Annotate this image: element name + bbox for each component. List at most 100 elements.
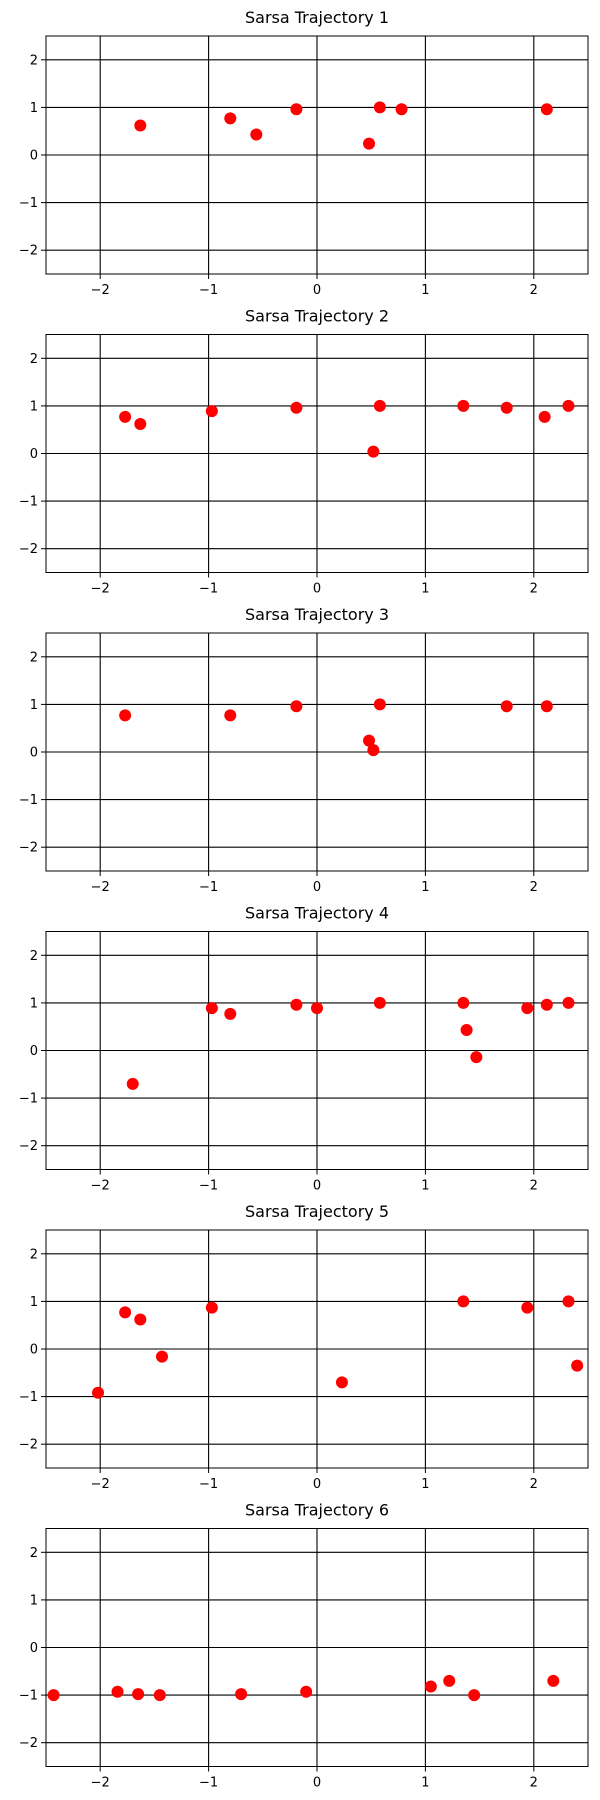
- data-point: [290, 700, 303, 713]
- x-tick-label: 1: [421, 283, 429, 298]
- data-point: [311, 1002, 323, 1015]
- y-tick-label: 2: [30, 1247, 38, 1262]
- y-tick-label: 1: [30, 101, 38, 116]
- data-point: [47, 1689, 60, 1702]
- data-point: [126, 1077, 139, 1090]
- x-tick-label: −2: [91, 283, 110, 298]
- data-point: [224, 1007, 237, 1020]
- x-tick-label: −2: [91, 1776, 110, 1791]
- data-point: [300, 1685, 313, 1698]
- y-tick-label: 0: [30, 1641, 38, 1656]
- y-tick-label: 2: [30, 1546, 38, 1561]
- data-point: [373, 101, 386, 114]
- chart-title: Sarsa Trajectory 6: [245, 1501, 389, 1520]
- data-point: [468, 1689, 481, 1702]
- x-tick-label: 2: [530, 1477, 538, 1492]
- chart-title: Sarsa Trajectory 2: [245, 307, 389, 326]
- y-tick-label: 0: [30, 746, 38, 761]
- x-tick-label: 2: [530, 582, 538, 597]
- data-point: [373, 399, 386, 412]
- data-point: [373, 698, 386, 711]
- x-tick-label: −2: [91, 1179, 110, 1194]
- data-point: [571, 1359, 584, 1372]
- x-tick-label: −1: [199, 880, 218, 895]
- chart-6: Sarsa Trajectory 6 −2 −1 0 1 2 −2 −1 0 1 2: [19, 1501, 589, 1791]
- chart-title: Sarsa Trajectory 3: [245, 605, 389, 624]
- data-point: [205, 405, 218, 418]
- data-point: [367, 445, 380, 458]
- x-tick-label: −1: [199, 1179, 218, 1194]
- data-point: [235, 1688, 248, 1701]
- y-tick-label: −1: [19, 495, 38, 510]
- data-point: [457, 399, 470, 412]
- y-tick-label: 0: [30, 1343, 38, 1358]
- data-point: [443, 1674, 456, 1687]
- y-tick-label: 0: [30, 149, 38, 164]
- data-point: [290, 401, 303, 414]
- x-tick-label: −1: [199, 1477, 218, 1492]
- data-point: [521, 1002, 534, 1015]
- data-point: [470, 1051, 483, 1064]
- y-tick-label: 1: [30, 399, 38, 414]
- chart-3: Sarsa Trajectory 3 −2 −1 0 1 2 −2 −1 0 1 2: [19, 605, 589, 895]
- y-tick-label: −2: [19, 1139, 38, 1154]
- y-tick-label: 1: [30, 996, 38, 1011]
- y-tick-label: 2: [30, 53, 38, 68]
- y-tick-label: −2: [19, 542, 38, 557]
- data-point: [373, 996, 386, 1009]
- x-tick-label: 0: [313, 582, 321, 597]
- x-tick-label: 0: [313, 283, 321, 298]
- x-tick-label: 1: [421, 1477, 429, 1492]
- x-tick-label: 2: [530, 880, 538, 895]
- data-point: [224, 709, 237, 722]
- chart-2: Sarsa Trajectory 2 −2 −1 0 1 2 −2 −1 0 1 2: [19, 307, 589, 597]
- data-point: [460, 1024, 473, 1037]
- chart-5: Sarsa Trajectory 5 −2 −1 0 1 2 −2 −1 0 1 2: [19, 1202, 589, 1492]
- data-point: [367, 744, 380, 757]
- data-point: [540, 998, 553, 1011]
- data-point: [335, 1376, 348, 1389]
- x-tick-label: −1: [199, 283, 218, 298]
- data-point: [521, 1301, 534, 1314]
- data-point: [363, 137, 376, 150]
- y-tick-label: 1: [30, 698, 38, 713]
- y-tick-label: 1: [30, 1593, 38, 1608]
- data-point: [538, 410, 551, 423]
- y-tick-label: 1: [30, 1295, 38, 1310]
- x-tick-label: 2: [530, 1179, 538, 1194]
- chart-title: Sarsa Trajectory 5: [245, 1202, 389, 1221]
- data-point: [562, 1295, 575, 1308]
- data-point: [457, 1295, 470, 1308]
- data-point: [132, 1688, 145, 1701]
- y-tick-label: −1: [19, 1689, 38, 1704]
- x-tick-label: −2: [91, 1477, 110, 1492]
- x-tick-label: 0: [313, 1179, 321, 1194]
- y-tick-label: 2: [30, 352, 38, 367]
- data-point: [562, 996, 575, 1009]
- y-tick-label: −1: [19, 196, 38, 211]
- data-point: [134, 119, 147, 132]
- data-point: [250, 128, 263, 141]
- data-point: [500, 401, 513, 414]
- x-tick-label: 1: [421, 880, 429, 895]
- y-tick-label: −2: [19, 1736, 38, 1751]
- x-tick-label: 1: [421, 582, 429, 597]
- data-point: [424, 1680, 437, 1693]
- x-tick-label: 2: [530, 283, 538, 298]
- data-point: [92, 1386, 105, 1399]
- chart-1: Sarsa Trajectory 1 −2 −1 0 1 2 −2 −1 0 1 2: [19, 8, 589, 298]
- y-tick-label: 0: [30, 1044, 38, 1059]
- x-tick-label: 0: [313, 1477, 321, 1492]
- x-tick-label: 1: [421, 1179, 429, 1194]
- data-point: [290, 998, 303, 1011]
- x-tick-label: −2: [91, 880, 110, 895]
- data-point: [119, 1306, 132, 1319]
- y-tick-label: −2: [19, 841, 38, 856]
- data-point: [134, 417, 147, 430]
- data-point: [290, 103, 303, 116]
- data-point: [562, 399, 575, 412]
- x-tick-label: 0: [313, 1776, 321, 1791]
- chart-4: Sarsa Trajectory 4 −2 −1 0 1 2 −2 −1 0 1 2: [19, 904, 589, 1194]
- y-tick-label: −2: [19, 244, 38, 259]
